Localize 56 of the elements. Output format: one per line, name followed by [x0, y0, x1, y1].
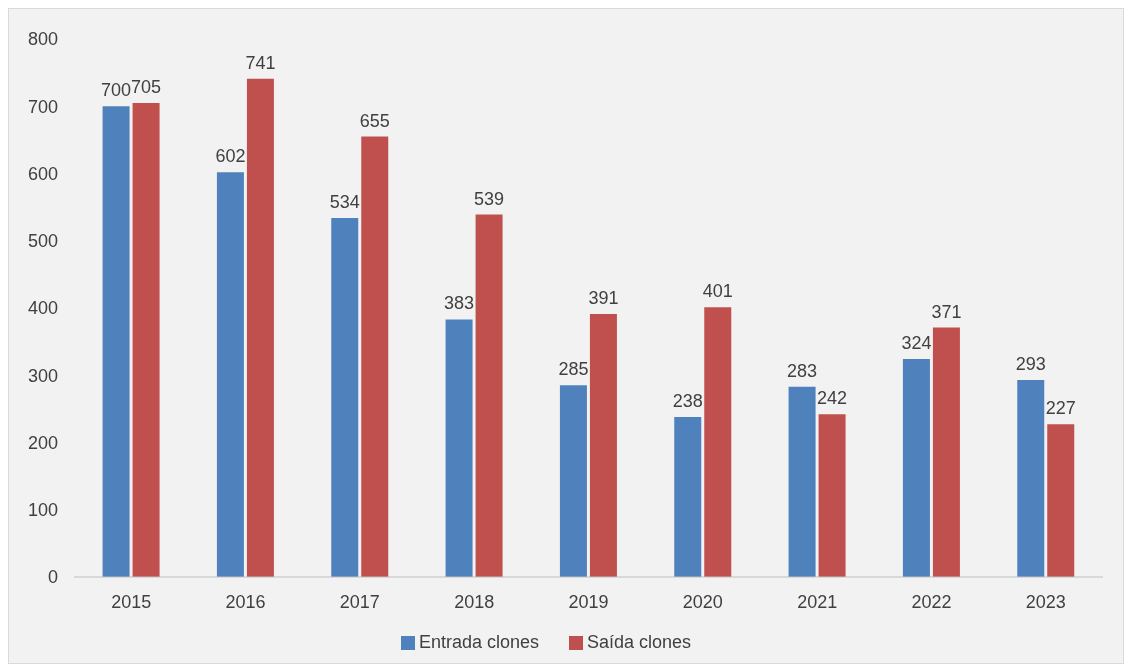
data-label: 655	[359, 110, 390, 131]
x-tick-label: 2016	[225, 591, 266, 612]
bar	[1047, 424, 1075, 577]
bar	[331, 217, 359, 577]
bar	[445, 319, 473, 577]
bar	[246, 78, 274, 577]
bar	[559, 385, 587, 577]
bar	[132, 102, 160, 577]
data-label: 285	[558, 359, 589, 380]
legend-label: Saída clones	[587, 632, 692, 652]
y-tick-label: 100	[27, 500, 58, 521]
data-label: 238	[672, 390, 703, 411]
y-tick-label: 200	[27, 432, 58, 453]
data-label: 741	[245, 52, 276, 73]
x-tick-label: 2020	[682, 591, 723, 612]
data-label: 539	[474, 188, 505, 209]
bar	[361, 136, 389, 577]
bar	[932, 327, 960, 577]
data-label: 401	[702, 281, 733, 302]
bar	[788, 386, 816, 577]
y-tick-label: 400	[27, 298, 58, 319]
data-label: 293	[1015, 353, 1046, 374]
bar	[818, 414, 846, 577]
data-label: 705	[131, 76, 162, 97]
bar	[704, 307, 732, 577]
data-label: 700	[101, 80, 132, 101]
data-label: 602	[215, 146, 246, 167]
x-tick-label: 2018	[454, 591, 495, 612]
y-tick-label: 700	[27, 96, 58, 117]
y-tick-label: 800	[27, 29, 58, 50]
bar	[674, 416, 702, 577]
data-label: 383	[444, 293, 475, 314]
bar	[216, 172, 244, 577]
data-label: 391	[588, 288, 619, 309]
data-label: 371	[931, 301, 962, 322]
bar	[475, 214, 503, 577]
x-tick-label: 2019	[568, 591, 609, 612]
data-label: 283	[787, 360, 818, 381]
y-tick-label: 600	[27, 163, 58, 184]
bar	[589, 314, 617, 577]
data-label: 227	[1045, 398, 1076, 419]
y-tick-label: 0	[47, 567, 58, 588]
x-tick-label: 2017	[339, 591, 380, 612]
x-tick-label: 2021	[797, 591, 838, 612]
bar	[1017, 379, 1045, 577]
legend-label: Entrada clones	[418, 632, 539, 652]
bar	[102, 106, 130, 577]
x-tick-label: 2015	[111, 591, 152, 612]
x-tick-label: 2022	[911, 591, 952, 612]
data-label: 324	[901, 333, 932, 354]
bar	[902, 359, 930, 577]
y-tick-label: 500	[27, 231, 58, 252]
x-tick-label: 2023	[1025, 591, 1066, 612]
y-tick-label: 300	[27, 365, 58, 386]
data-label: 242	[817, 388, 848, 409]
data-label: 534	[329, 191, 360, 212]
